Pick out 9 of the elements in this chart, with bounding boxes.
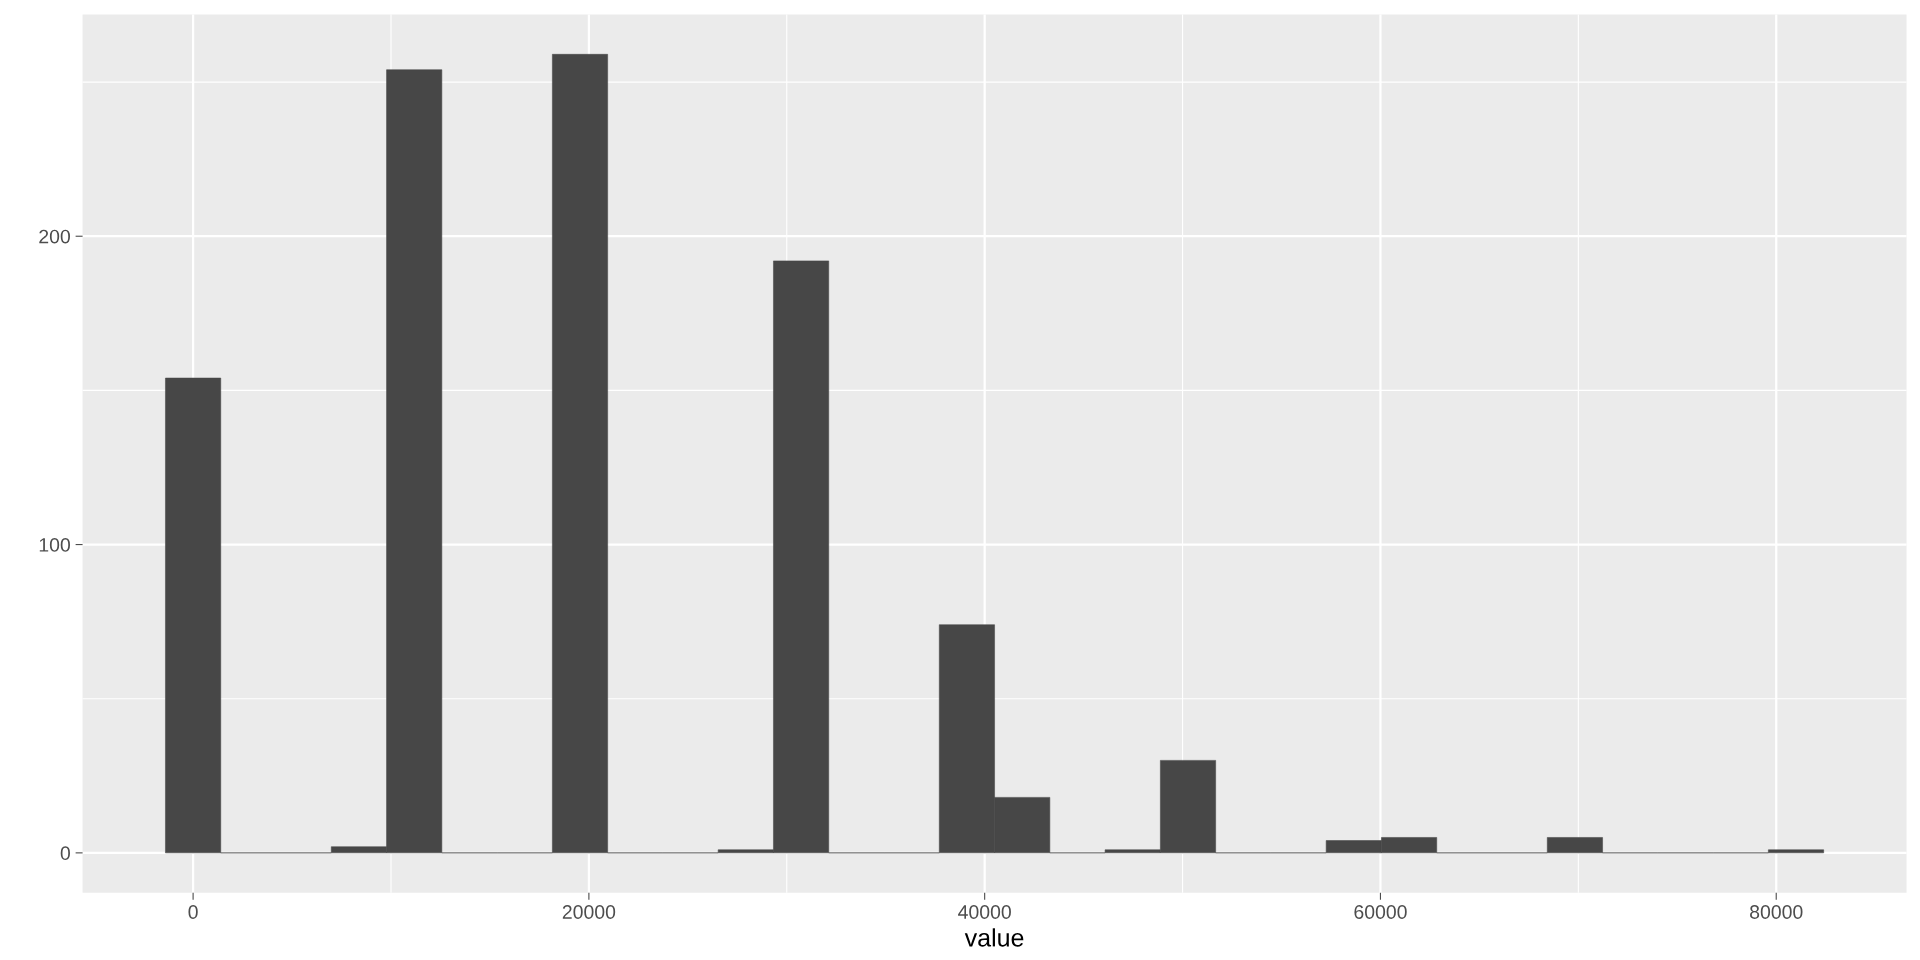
y-tick-label: 100 — [39, 538, 70, 552]
x-tick-label: 60000 — [1354, 905, 1407, 919]
x-tick-label: 0 — [188, 905, 198, 919]
y-tick-label: 200 — [39, 229, 70, 244]
y-tick-label: 0 — [60, 846, 70, 861]
x-tick-label: 20000 — [562, 905, 616, 919]
x-tick-label: 40000 — [958, 905, 1011, 919]
x-axis-title: value — [964, 928, 1024, 947]
x-tick-label: 80000 — [1750, 905, 1803, 919]
